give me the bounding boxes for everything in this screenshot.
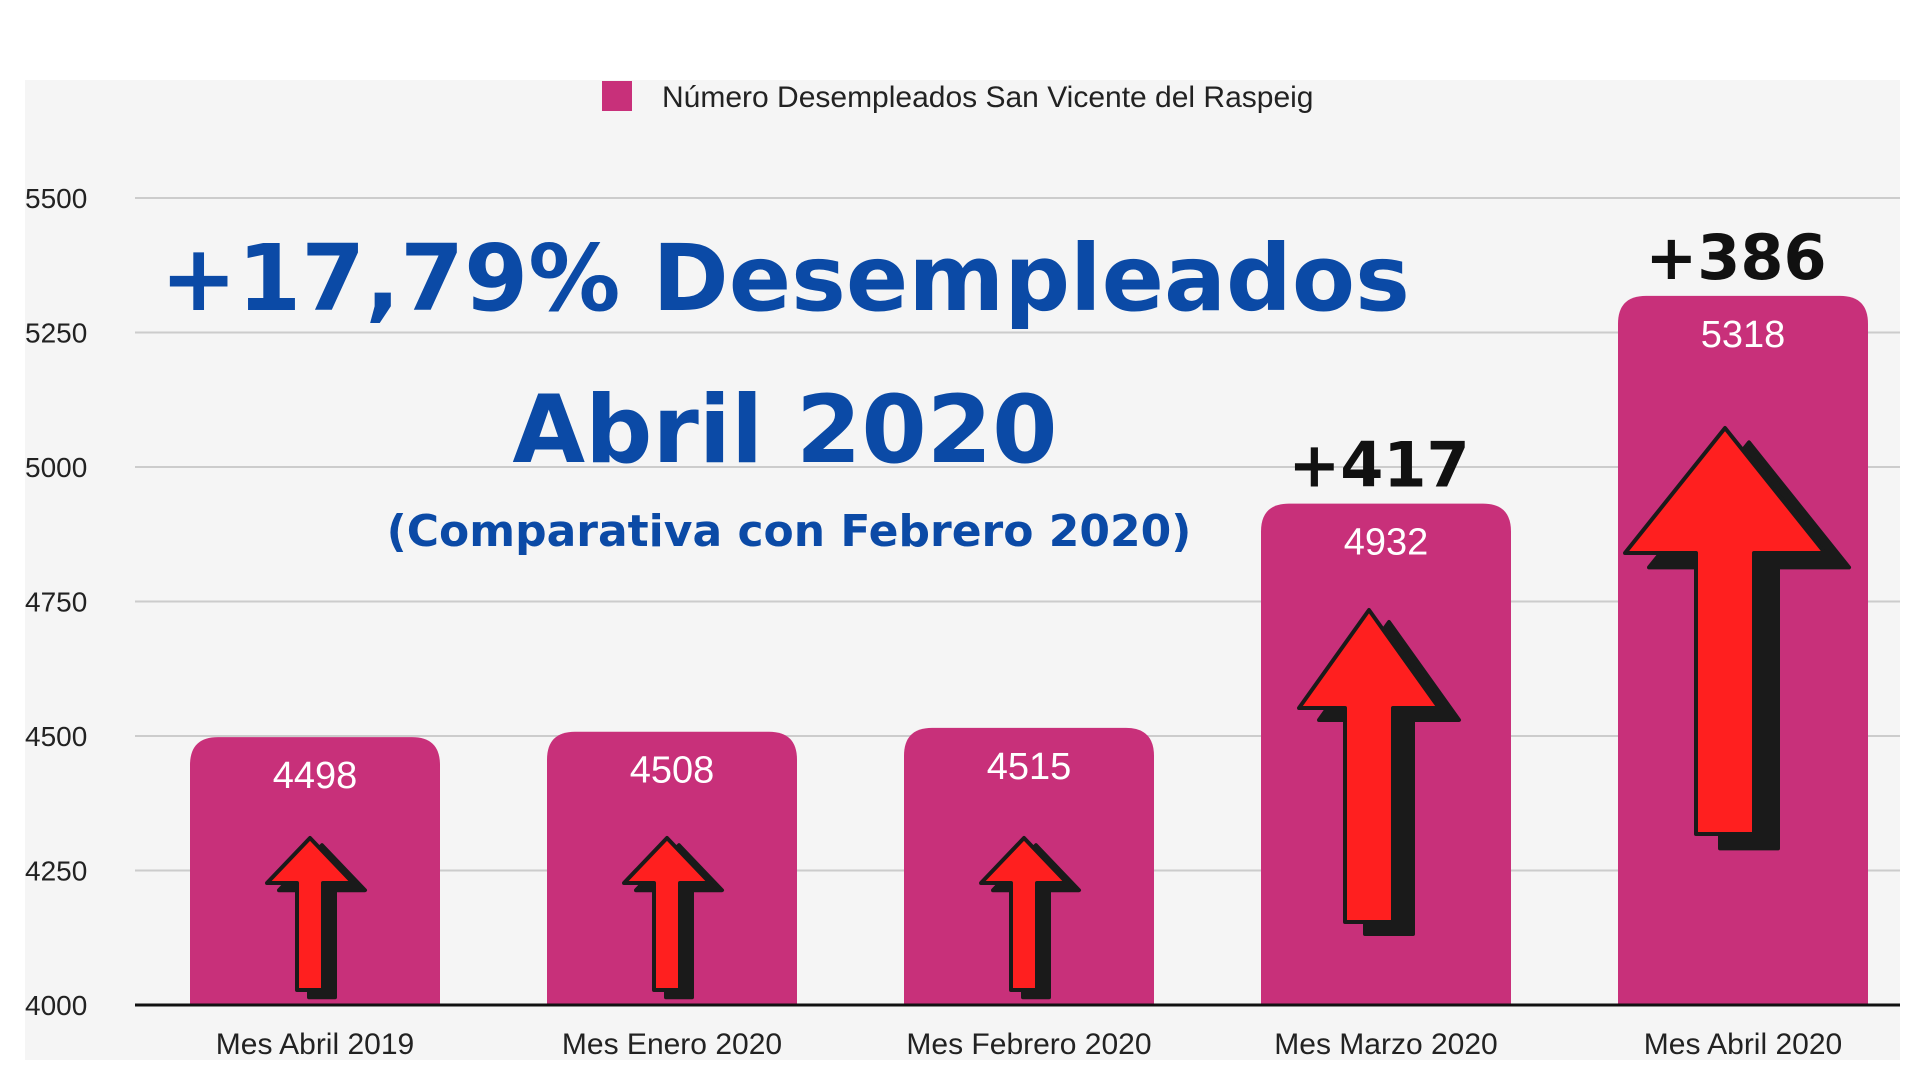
- x-category-label: Mes Febrero 2020: [906, 1028, 1151, 1061]
- delta-annotation: +386: [1645, 221, 1826, 294]
- up-arrow-icon: [1297, 608, 1461, 936]
- bar-value-label: 4932: [1344, 522, 1429, 564]
- annotations: +417 +386: [1288, 221, 1826, 502]
- bar-value-labels: 4498 4508 4515 4932 5318: [273, 314, 1786, 797]
- arrows: [265, 426, 1851, 1000]
- arrow-body: [979, 836, 1069, 992]
- arrow-body: [622, 836, 712, 992]
- headline-line-3: (Comparativa con Febrero 2020): [387, 506, 1192, 557]
- arrow-body: [265, 836, 355, 992]
- y-tick-label: 4500: [25, 721, 87, 752]
- delta-annotation: +417: [1288, 429, 1469, 502]
- x-category-label: Mes Marzo 2020: [1274, 1028, 1497, 1061]
- up-arrow-icon: [1623, 426, 1851, 851]
- bar-value-label: 4498: [273, 755, 358, 797]
- x-category-label: Mes Abril 2020: [1644, 1028, 1842, 1061]
- x-category-label: Mes Abril 2019: [216, 1028, 414, 1061]
- y-tick-label: 5000: [25, 452, 87, 483]
- y-axis-ticks: 4000 4250 4500 4750 5000 5250 5500: [25, 183, 87, 1021]
- bar-value-label: 4508: [630, 750, 715, 792]
- up-arrow-icon: [979, 836, 1081, 1000]
- bar-value-label: 5318: [1701, 314, 1786, 356]
- bar-value-label: 4515: [987, 746, 1072, 788]
- headline-line-2: Abril 2020: [512, 376, 1057, 485]
- legend-label: Número Desempleados San Vicente del Rasp…: [662, 81, 1314, 114]
- headline-line-1: +17,79% Desempleados: [160, 225, 1410, 332]
- y-tick-label: 5250: [25, 318, 87, 349]
- up-arrow-icon: [622, 836, 724, 1000]
- y-tick-label: 5500: [25, 183, 87, 214]
- arrow-body: [1297, 608, 1441, 924]
- legend-swatch: [602, 81, 632, 111]
- y-tick-label: 4750: [25, 587, 87, 618]
- legend: Número Desempleados San Vicente del Rasp…: [602, 81, 1314, 114]
- headline: +17,79% Desempleados Abril 2020 (Compara…: [160, 225, 1410, 557]
- up-arrow-icon: [265, 836, 367, 1000]
- y-tick-label: 4250: [25, 856, 87, 887]
- y-tick-label: 4000: [25, 990, 87, 1021]
- arrow-body: [1623, 426, 1827, 836]
- category-labels: Mes Abril 2019 Mes Enero 2020 Mes Febrero …: [216, 1028, 1842, 1061]
- x-category-label: Mes Enero 2020: [562, 1028, 782, 1061]
